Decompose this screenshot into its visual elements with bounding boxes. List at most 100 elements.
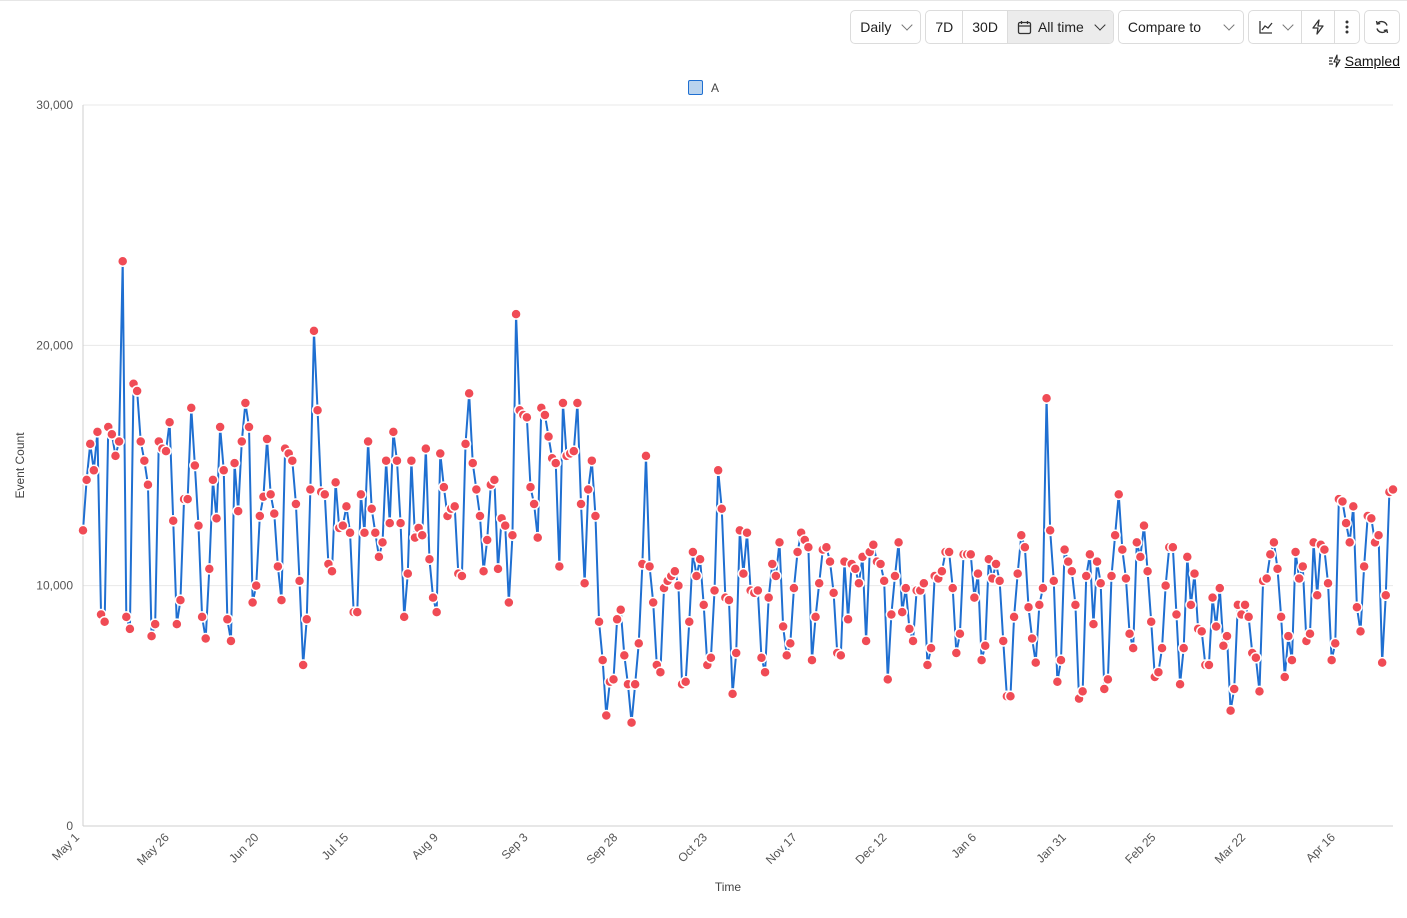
- data-point[interactable]: [582, 483, 594, 496]
- data-point[interactable]: [737, 567, 750, 580]
- data-point[interactable]: [189, 459, 201, 472]
- data-point[interactable]: [116, 255, 129, 267]
- data-point[interactable]: [1091, 555, 1103, 568]
- chart-type-select[interactable]: [1249, 11, 1302, 43]
- data-point[interactable]: [946, 582, 959, 594]
- data-point[interactable]: [625, 716, 638, 729]
- data-point[interactable]: [290, 498, 302, 510]
- data-point[interactable]: [1037, 582, 1049, 594]
- data-point[interactable]: [88, 464, 100, 477]
- data-point[interactable]: [925, 642, 937, 654]
- data-point[interactable]: [907, 635, 919, 647]
- data-point[interactable]: [669, 565, 681, 577]
- data-point[interactable]: [550, 457, 562, 469]
- data-point[interactable]: [474, 510, 486, 522]
- data-point[interactable]: [943, 546, 955, 558]
- data-point[interactable]: [217, 464, 230, 477]
- data-point[interactable]: [1260, 572, 1273, 585]
- data-point[interactable]: [1181, 551, 1194, 563]
- data-point[interactable]: [402, 567, 414, 580]
- data-point[interactable]: [268, 507, 281, 520]
- data-point[interactable]: [1008, 611, 1020, 623]
- data-point[interactable]: [1228, 683, 1240, 695]
- data-point[interactable]: [813, 577, 825, 590]
- range-all-time-button[interactable]: All time: [1007, 11, 1113, 43]
- data-point[interactable]: [726, 688, 739, 700]
- data-point[interactable]: [968, 591, 981, 604]
- data-point[interactable]: [1206, 591, 1219, 604]
- data-point[interactable]: [683, 615, 696, 628]
- data-point[interactable]: [131, 385, 143, 397]
- data-point[interactable]: [311, 404, 324, 416]
- data-point[interactable]: [84, 438, 96, 450]
- data-point[interactable]: [716, 503, 728, 515]
- data-point[interactable]: [344, 527, 356, 539]
- data-point[interactable]: [903, 623, 916, 635]
- data-point[interactable]: [1271, 563, 1284, 575]
- data-point[interactable]: [654, 666, 667, 678]
- data-point[interactable]: [470, 483, 483, 496]
- data-point[interactable]: [741, 527, 753, 539]
- data-point[interactable]: [596, 654, 609, 666]
- data-point[interactable]: [575, 498, 587, 510]
- data-point[interactable]: [1094, 577, 1107, 590]
- data-point[interactable]: [694, 553, 706, 565]
- data-point[interactable]: [824, 555, 836, 568]
- data-point[interactable]: [1253, 685, 1266, 698]
- data-point[interactable]: [120, 611, 133, 623]
- data-point[interactable]: [358, 527, 371, 539]
- data-point[interactable]: [690, 570, 703, 582]
- data-point[interactable]: [593, 615, 605, 628]
- data-point[interactable]: [997, 635, 1009, 647]
- data-point[interactable]: [340, 500, 353, 513]
- data-point[interactable]: [1242, 611, 1255, 623]
- data-point[interactable]: [697, 599, 710, 611]
- data-point[interactable]: [1112, 488, 1125, 501]
- data-point[interactable]: [600, 709, 613, 722]
- data-point[interactable]: [780, 649, 793, 662]
- data-point[interactable]: [1282, 630, 1295, 642]
- data-point[interactable]: [1311, 589, 1323, 602]
- data-point[interactable]: [1069, 599, 1082, 611]
- data-point[interactable]: [138, 454, 151, 467]
- data-point[interactable]: [1318, 543, 1331, 556]
- data-point[interactable]: [351, 606, 364, 618]
- data-point[interactable]: [954, 627, 966, 640]
- data-point[interactable]: [1376, 656, 1388, 669]
- data-point[interactable]: [355, 488, 367, 501]
- data-point[interactable]: [98, 615, 111, 628]
- data-point[interactable]: [304, 483, 317, 496]
- data-point[interactable]: [614, 603, 627, 616]
- data-point[interactable]: [896, 606, 908, 618]
- data-point[interactable]: [708, 584, 721, 597]
- data-point[interactable]: [755, 652, 768, 664]
- data-point[interactable]: [199, 632, 212, 645]
- data-point[interactable]: [171, 618, 183, 630]
- data-point[interactable]: [80, 474, 93, 486]
- data-point[interactable]: [1203, 659, 1215, 671]
- data-point[interactable]: [687, 546, 699, 558]
- data-point[interactable]: [531, 531, 544, 544]
- data-point[interactable]: [160, 445, 172, 457]
- data-point[interactable]: [809, 611, 822, 623]
- data-point[interactable]: [286, 454, 299, 467]
- data-point[interactable]: [539, 409, 551, 421]
- data-point[interactable]: [853, 577, 865, 590]
- data-point[interactable]: [337, 519, 349, 532]
- data-point[interactable]: [1351, 601, 1363, 614]
- data-point[interactable]: [326, 565, 338, 577]
- data-point[interactable]: [1058, 543, 1071, 556]
- data-point[interactable]: [1329, 637, 1342, 650]
- data-point[interactable]: [391, 454, 403, 467]
- data-point[interactable]: [210, 512, 223, 525]
- data-point[interactable]: [149, 618, 161, 630]
- data-point[interactable]: [1004, 690, 1017, 702]
- data-point[interactable]: [499, 519, 511, 532]
- data-point[interactable]: [225, 635, 237, 647]
- data-point[interactable]: [329, 476, 342, 489]
- data-point[interactable]: [860, 635, 872, 647]
- data-point[interactable]: [297, 659, 309, 671]
- data-point[interactable]: [134, 435, 147, 448]
- data-point[interactable]: [1195, 625, 1208, 638]
- data-point[interactable]: [777, 620, 789, 633]
